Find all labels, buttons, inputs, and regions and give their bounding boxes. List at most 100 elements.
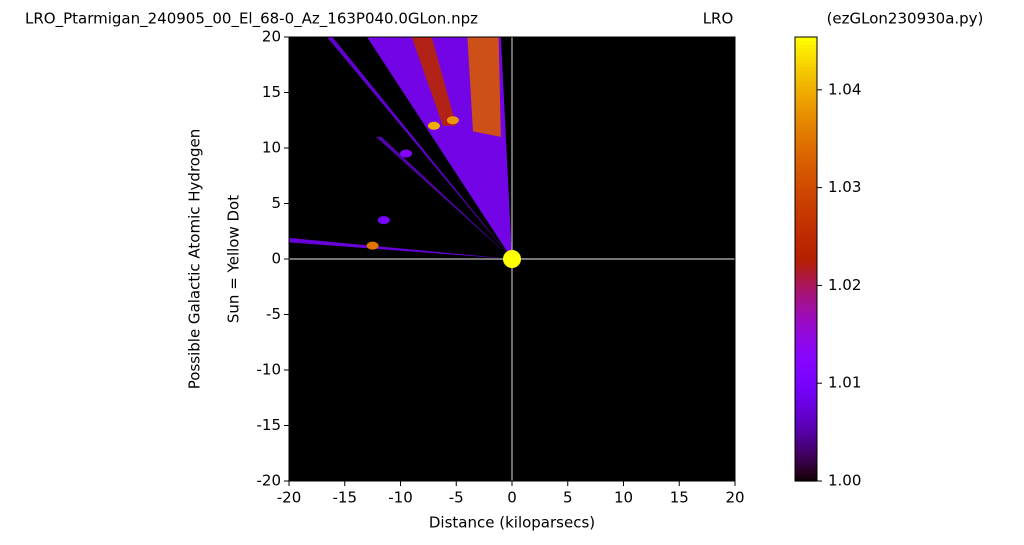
colorbar-segment	[795, 325, 817, 330]
colorbar-segment	[795, 114, 817, 119]
colorbar-segment	[795, 214, 817, 219]
colorbar-segment	[795, 310, 817, 316]
colorbar-segment	[795, 266, 817, 271]
colorbar-segment	[795, 225, 817, 230]
colorbar-segment	[795, 336, 817, 341]
colorbar-segment	[795, 125, 817, 131]
colorbar-segment	[795, 85, 817, 90]
colorbar-segment	[795, 222, 817, 227]
colorbar-segment	[795, 155, 817, 160]
x-tick-label: -10	[388, 489, 413, 507]
x-tick-label: -15	[333, 489, 358, 507]
colorbar-segment	[795, 70, 817, 75]
colorbar-segment	[795, 59, 817, 64]
colorbar-segment	[795, 81, 817, 86]
colorbar-tick-label: 1.04	[828, 80, 861, 98]
colorbar-segment	[795, 281, 817, 286]
colorbar-segment	[795, 162, 817, 168]
colorbar-segment	[795, 462, 817, 467]
colorbar-segment	[795, 407, 817, 412]
colorbar-segment	[795, 40, 817, 45]
colorbar-segment	[795, 92, 817, 97]
intensity-region	[289, 237, 512, 259]
colorbar-segment	[795, 318, 817, 323]
colorbar-segment	[795, 399, 817, 404]
colorbar-segment	[795, 299, 817, 304]
colorbar-segment	[795, 185, 817, 190]
colorbar-segment	[795, 314, 817, 319]
colorbar-tick-label: 1.02	[828, 276, 861, 294]
colorbar-segment	[795, 414, 817, 419]
colorbar-segment	[795, 451, 817, 456]
colorbar-segment	[795, 44, 817, 49]
colorbar-segment	[795, 388, 817, 393]
x-axis-label: Distance (kiloparsecs)	[429, 514, 595, 532]
colorbar-segment	[795, 233, 817, 238]
colorbar-segment	[795, 111, 817, 116]
y-tick-label: 15	[262, 83, 281, 101]
colorbar-segment	[795, 159, 817, 164]
x-tick-label: 15	[670, 489, 689, 507]
colorbar-segment	[795, 77, 817, 82]
colorbar-segment	[795, 196, 817, 201]
colorbar-segment	[795, 329, 817, 334]
colorbar-segment	[795, 133, 817, 138]
colorbar-segment	[795, 355, 817, 360]
colorbar-segment	[795, 473, 817, 478]
colorbar-segment	[795, 107, 817, 112]
y-axis-label: Possible Galactic Atomic Hydrogen	[186, 129, 204, 389]
chart-title: LRO_Ptarmigan_240905_00_El_68-0_Az_163P0…	[25, 10, 478, 29]
intensity-region	[326, 37, 512, 259]
colorbar-segment	[795, 458, 817, 464]
colorbar-segment	[795, 429, 817, 434]
colorbar-segment	[795, 136, 817, 142]
y-tick-label: -20	[257, 472, 282, 490]
colorbar-segment	[795, 88, 817, 94]
colorbar-segment	[795, 333, 817, 338]
colorbar-segment	[795, 392, 817, 397]
x-tick-label: -20	[277, 489, 302, 507]
colorbar-segment	[795, 99, 817, 105]
colorbar-segment	[795, 421, 817, 427]
colorbar-segment	[795, 192, 817, 197]
colorbar-tick-label: 1.03	[828, 178, 861, 196]
colorbar-segment	[795, 270, 817, 275]
colorbar-segment	[795, 177, 817, 182]
intensity-region	[375, 136, 512, 259]
colorbar-segment	[795, 148, 817, 153]
colorbar-segment	[795, 259, 817, 264]
colorbar-segment	[795, 203, 817, 208]
colorbar-segment	[795, 55, 817, 60]
script-name: (ezGLon230930a.py)	[827, 10, 984, 28]
x-tick-label: -5	[449, 489, 464, 507]
sun-marker	[503, 250, 521, 268]
colorbar-segment	[795, 395, 817, 401]
colorbar-segment	[795, 151, 817, 156]
colorbar-segment	[795, 210, 817, 216]
chart-subtitle: LRO	[703, 10, 734, 28]
colorbar-segment	[795, 373, 817, 378]
y-axis-label: Sun = Yellow Dot	[225, 195, 243, 323]
intensity-spot	[366, 241, 379, 250]
colorbar-segment	[795, 370, 817, 375]
colorbar-segment	[795, 288, 817, 293]
colorbar-segment	[795, 74, 817, 79]
x-tick-label: 20	[725, 489, 744, 507]
colorbar-segment	[795, 62, 817, 68]
colorbar-segment	[795, 244, 817, 249]
colorbar-segment	[795, 366, 817, 371]
colorbar-segment	[795, 236, 817, 242]
intensity-spot	[446, 116, 459, 125]
colorbar-segment	[795, 347, 817, 353]
colorbar-segment	[795, 144, 817, 149]
colorbar-segment	[795, 362, 817, 367]
colorbar-segment	[795, 240, 817, 245]
colorbar-segment	[795, 284, 817, 290]
colorbar-segment	[795, 122, 817, 127]
colorbar-segment	[795, 358, 817, 364]
colorbar-segment	[795, 403, 817, 408]
colorbar-segment	[795, 292, 817, 297]
colorbar-segment	[795, 51, 817, 57]
colorbar-segment	[795, 466, 817, 471]
